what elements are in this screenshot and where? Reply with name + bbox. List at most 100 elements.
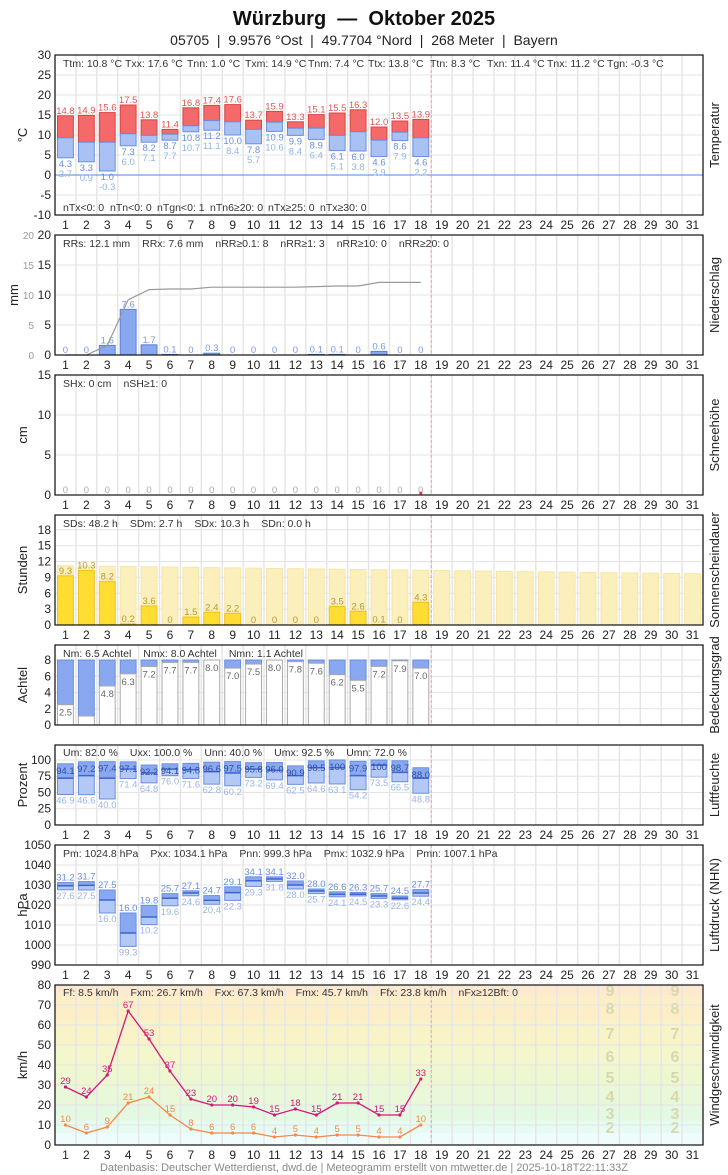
tmax-bar xyxy=(98,112,116,143)
wind-Fm-point xyxy=(377,1135,381,1139)
day-label: 30 xyxy=(665,828,679,842)
y-tick-label: 2 xyxy=(44,702,51,716)
stat-item: SDx: 10.3 h xyxy=(194,518,249,530)
day-label: 17 xyxy=(393,358,407,372)
stat-item: Tnx: 11.2 °C xyxy=(547,58,605,70)
tmax-label: 14.9 xyxy=(77,105,96,116)
pressure-lower-box xyxy=(224,892,242,901)
day-label: 21 xyxy=(477,498,491,512)
day-label: 22 xyxy=(498,218,512,232)
day-label: 19 xyxy=(435,498,449,512)
humidity-min-label: 63.1 xyxy=(328,785,347,796)
wind-Fx-point xyxy=(126,1009,130,1013)
panel-side-label: Schneehöhe xyxy=(707,398,722,471)
pressure-min-label: 24.6 xyxy=(182,897,201,908)
y-axis-label: hPa xyxy=(15,893,30,917)
stat-item: Unn: 40.0 % xyxy=(204,747,262,759)
tmax-label: 13.9 xyxy=(412,109,431,120)
y-tick-label: 8 xyxy=(44,653,51,667)
day-label: 29 xyxy=(644,628,658,642)
wind-Fx-point xyxy=(335,1101,339,1105)
day-label: 2 xyxy=(83,358,90,372)
pressure-min-label: 24.1 xyxy=(328,898,347,909)
tmax-label: 14.8 xyxy=(56,106,75,117)
day-label: 3 xyxy=(104,1148,111,1162)
day-label: 31 xyxy=(686,358,700,372)
wind-Fm-label: 6 xyxy=(230,1122,235,1133)
snow-label: 0 xyxy=(314,485,319,496)
day-label: 9 xyxy=(229,498,236,512)
pressure-min-label: 27.6 xyxy=(56,891,75,902)
day-label: 15 xyxy=(351,828,365,842)
day-label: 23 xyxy=(519,628,533,642)
y-tick-label: 20 xyxy=(38,88,52,102)
day-label: 17 xyxy=(393,1148,407,1162)
wind-Fm-label: 6 xyxy=(209,1122,214,1133)
panel-side-label: Windgeschwindigkeit xyxy=(707,1004,722,1126)
panel-stats: RRs: 12.1 mm RRx: 7.6 mm nRR≥0.1: 8 nRR≥1: … xyxy=(63,238,449,250)
tmax-label: 11.4 xyxy=(161,119,179,130)
wind-Fm-label: 4 xyxy=(376,1126,381,1137)
day-label: 29 xyxy=(644,358,658,372)
day-label: 10 xyxy=(247,1148,261,1162)
humidity-min-label: 46.6 xyxy=(77,796,96,807)
pressure-min-label: 27.5 xyxy=(77,891,96,902)
stat-item: Umx: 92.5 % xyxy=(274,747,334,759)
humidity-max-label: 98.7 xyxy=(391,763,410,774)
pressure-max-label: 24.7 xyxy=(203,886,222,897)
pressure-lower-box xyxy=(119,932,137,947)
pressure-min-label: 19.6 xyxy=(161,907,180,918)
pressure-max-label: 16.0 xyxy=(119,903,138,914)
temp-count-item: nTx≥25: 0 xyxy=(268,202,315,214)
day-label: 10 xyxy=(247,828,261,842)
humidity-min-label: 73.2 xyxy=(244,778,263,789)
day-label: 21 xyxy=(477,628,491,642)
precip-label: 0 xyxy=(397,345,402,356)
cloud-label: 7.7 xyxy=(163,665,176,676)
y-tick-label: 25 xyxy=(38,68,52,82)
tgn-label: 7.9 xyxy=(393,152,406,163)
cloud-clear-bar xyxy=(98,659,116,687)
precip-label: 0.6 xyxy=(372,341,385,352)
precip-bar xyxy=(119,308,137,356)
day-label: 11 xyxy=(268,968,281,982)
day-label: 17 xyxy=(393,218,407,232)
wind-Fx-label: 18 xyxy=(290,1098,301,1109)
day-label: 12 xyxy=(289,628,303,642)
cloud-label: 7.0 xyxy=(226,671,239,682)
humidity-max-label: 100 xyxy=(371,762,387,773)
beaufort-number: 9 xyxy=(606,983,615,1000)
day-label: 14 xyxy=(331,498,345,512)
day-label: 3 xyxy=(104,358,111,372)
pressure-max-label: 19.8 xyxy=(140,895,159,906)
wind-Fm-point xyxy=(314,1135,318,1139)
day-label: 13 xyxy=(310,358,324,372)
cloud-label: 2.5 xyxy=(59,708,72,719)
stat-item: RRx: 7.6 mm xyxy=(142,238,204,250)
sun-label: 3.5 xyxy=(331,596,344,607)
day-label: 1 xyxy=(62,628,69,642)
day-label: 28 xyxy=(623,828,637,842)
humidity-lower-box xyxy=(349,775,367,791)
day-label: 6 xyxy=(167,628,174,642)
wind-Fx-label: 35 xyxy=(102,1064,113,1075)
tmax-label: 17.6 xyxy=(223,95,242,106)
pressure-min-label: 10.2 xyxy=(140,926,159,937)
possible-sun-bar xyxy=(621,572,639,626)
y-tick-label: 0 xyxy=(44,618,51,632)
panel-wind: 2345678923456789807060504030201002924356… xyxy=(15,978,722,1162)
day-label: 17 xyxy=(393,968,407,982)
y-tick-label: 1000 xyxy=(24,938,51,952)
tmin-label: 7.8 xyxy=(247,145,260,156)
day-label: 10 xyxy=(247,628,261,642)
wind-Fm-point xyxy=(398,1135,402,1139)
temp-count-item: nTx<0: 0 xyxy=(63,202,104,214)
day-label: 11 xyxy=(268,628,281,642)
day-label: 30 xyxy=(665,1148,679,1162)
tmax-label: 16.3 xyxy=(349,100,368,111)
sun-bar xyxy=(203,611,221,626)
humidity-min-label: 46.9 xyxy=(56,795,75,806)
day-label: 24 xyxy=(540,498,554,512)
day-label: 8 xyxy=(208,218,215,232)
day-label: 6 xyxy=(167,218,174,232)
